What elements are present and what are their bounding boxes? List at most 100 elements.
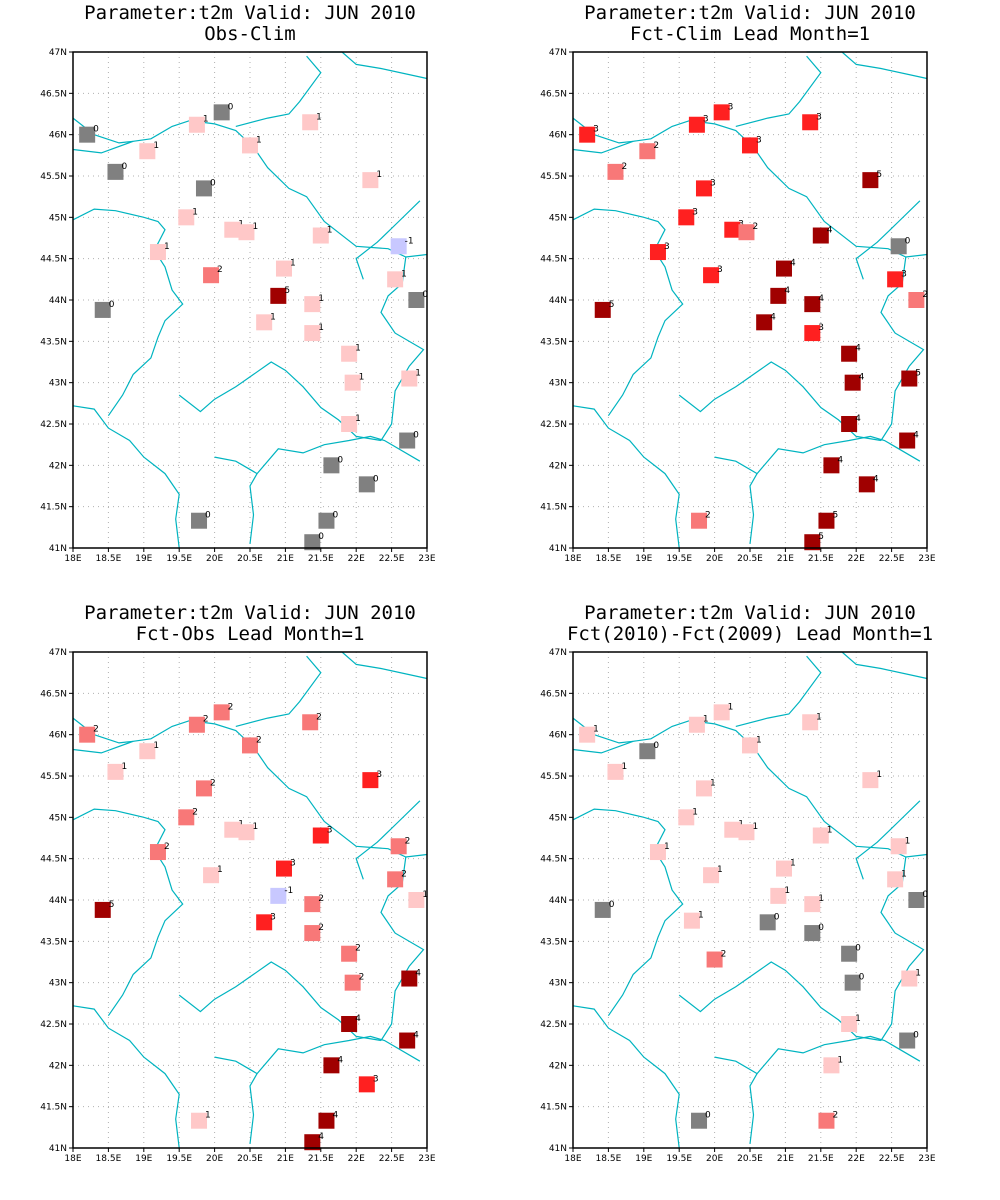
border-line [572,208,684,417]
x-tick-label: 18E [564,1154,581,1164]
border-line [572,117,634,144]
station-marker [318,1112,335,1129]
x-tick-label: 19E [135,1154,152,1164]
border-line [235,655,322,727]
station-value-label: 2 [316,712,322,722]
station-value-label: 4 [318,1132,324,1142]
station-value-label: 2 [705,511,711,521]
y-tick-label: 46N [549,131,567,141]
y-tick-label: 44.5N [40,255,67,265]
station-value-label: 1 [164,242,170,252]
station-marker [256,314,273,331]
station-marker [323,457,340,474]
station-marker [408,892,425,908]
station-marker [804,325,821,342]
station-marker [579,126,596,143]
border-line [806,651,928,680]
y-tick-label: 41N [49,544,67,554]
station-value-label: 1 [905,836,911,846]
station-marker [399,1032,416,1049]
station-marker [908,292,925,308]
y-tick-label: 42N [549,1061,567,1071]
station-marker [688,116,705,133]
border-line [72,1005,180,1149]
station-marker [362,172,379,189]
x-tick-label: 19.5E [166,554,192,564]
station-value-label: 3 [327,826,333,836]
border-line [572,717,634,744]
station-marker [178,209,195,226]
station-marker [812,827,829,844]
station-value-label: 2 [922,290,928,300]
station-marker [224,221,241,238]
y-tick-label: 41.5N [540,1103,567,1113]
station-marker [387,271,404,288]
station-marker [802,714,819,731]
station-value-label: 1 [205,1111,211,1121]
y-tick-label: 45N [549,213,567,223]
station-marker [802,114,819,131]
station-marker [804,534,821,551]
border-line [572,405,680,549]
station-marker [887,871,904,888]
x-tick-label: 20E [706,1154,723,1164]
map-title: Parameter:t2m Valid: JUN 2010 [584,602,916,624]
station-value-label: 2 [93,725,99,735]
y-tick-label: 46.5N [40,689,67,699]
x-tick-label: 18.5E [596,1154,622,1164]
station-marker [94,301,111,318]
station-marker [275,260,292,277]
station-value-label: 1 [355,414,361,424]
station-marker [770,887,787,904]
x-tick-label: 19.5E [166,1154,192,1164]
station-value-label: 1 [318,323,324,333]
station-marker [149,244,166,261]
station-marker [899,432,916,449]
station-value-label: 1 [827,826,833,836]
station-marker [713,104,730,121]
x-tick-label: 20.5E [737,1154,763,1164]
station-value-label: 3 [290,859,296,869]
station-value-label: 1 [153,741,159,751]
station-value-label: 0 [228,102,234,112]
station-value-label: 4 [337,1055,343,1065]
station-marker [706,951,723,968]
station-value-label: 1 [837,1055,843,1065]
y-tick-label: 47N [549,48,567,58]
y-tick-label: 41.5N [40,503,67,513]
station-marker [678,209,695,226]
station-marker [178,809,195,826]
station-value-label: 4 [818,294,824,304]
x-tick-label: 19.5E [666,554,692,564]
station-value-label: 1 [256,135,262,145]
station-marker [408,292,425,308]
station-value-label: 2 [359,973,365,983]
station-marker [139,143,156,160]
station-marker [341,1016,358,1032]
station-value-label: 0 [774,912,780,922]
station-marker [901,970,918,987]
station-value-label: 0 [705,1111,711,1121]
station-marker [818,512,835,529]
station-marker [387,871,404,888]
border-line [380,256,425,441]
y-tick-label: 45.5N [40,772,67,782]
station-marker [224,821,241,838]
station-value-label: 1 [756,735,762,745]
station-value-label: 1 [664,842,670,852]
station-value-label: 0 [318,532,324,542]
station-value-label: 1 [717,865,723,875]
station-value-label: 4 [913,431,919,441]
station-value-label: 0 [922,890,928,900]
station-value-label: 1 [698,911,704,921]
station-marker [890,238,907,255]
station-marker [738,224,755,241]
x-tick-label: 23E [418,1154,435,1164]
x-tick-label: 21.5E [308,554,334,564]
station-value-label: 0 [913,1031,919,1041]
station-marker [594,901,611,918]
station-marker [203,867,220,884]
x-tick-label: 23E [918,1154,935,1164]
station-value-label: 1 [784,886,790,896]
